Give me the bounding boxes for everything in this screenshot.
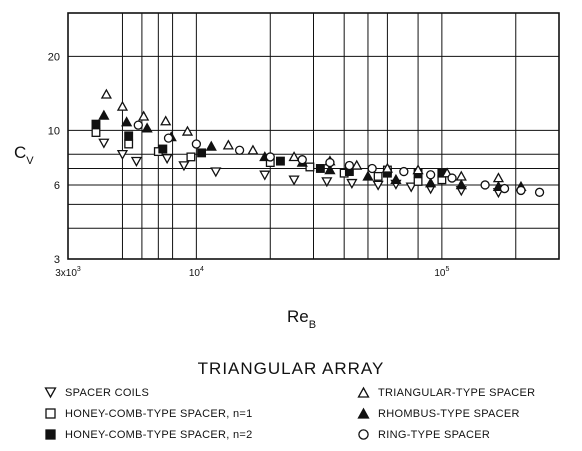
x-axis-label-main: Re xyxy=(287,307,309,326)
data-point-triangle-down-open xyxy=(260,171,269,179)
x-tick-label: 3x103 xyxy=(55,266,81,279)
legend-label: RING-TYPE SPACER xyxy=(378,429,490,441)
data-point-triangle-down-open xyxy=(99,139,108,147)
data-point-square-filled xyxy=(277,157,285,165)
data-point-triangle-up-filled xyxy=(99,111,108,119)
data-point-circle-open xyxy=(298,156,306,164)
y-axis-label-main: C xyxy=(14,143,26,162)
legend-item-honeycomb-n2: HONEY-COMB-TYPE SPACER, n=2 xyxy=(44,428,253,441)
data-point-triangle-up-filled xyxy=(426,179,435,187)
data-point-triangle-up-open xyxy=(457,172,466,180)
triangle-up-open-icon xyxy=(357,386,370,399)
data-point-circle-open xyxy=(236,146,244,154)
y-tick-label: 3 xyxy=(54,254,60,266)
data-point-square-filled xyxy=(92,120,100,128)
data-point-triangle-up-open xyxy=(248,146,257,154)
data-point-circle-open xyxy=(192,140,200,148)
square-filled-icon xyxy=(44,428,57,441)
data-point-triangle-down-open xyxy=(290,176,299,184)
legend-label: RHOMBUS-TYPE SPACER xyxy=(378,408,520,420)
triangle-down-open-icon xyxy=(44,386,57,399)
data-point-triangle-down-open xyxy=(163,155,172,163)
data-point-triangle-up-filled xyxy=(363,172,372,180)
data-points xyxy=(92,90,543,197)
data-point-circle-open xyxy=(266,153,274,161)
x-axis-label: ReB xyxy=(287,307,316,331)
data-point-triangle-down-open xyxy=(211,168,220,176)
legend-label: HONEY-COMB-TYPE SPACER, n=1 xyxy=(65,408,253,420)
data-point-triangle-up-open xyxy=(102,90,111,98)
data-point-triangle-up-filled xyxy=(391,175,400,183)
legend-label: SPACER COILS xyxy=(65,387,149,399)
data-point-triangle-up-open xyxy=(161,117,170,125)
data-point-circle-open xyxy=(517,186,525,194)
data-point-circle-open xyxy=(326,159,334,167)
data-point-circle-open xyxy=(481,181,489,189)
data-point-square-open xyxy=(374,173,382,181)
y-tick-label: 20 xyxy=(48,51,60,63)
data-point-square-filled xyxy=(317,165,325,173)
data-point-circle-open xyxy=(400,168,408,176)
legend-item-rhombus-type: RHOMBUS-TYPE SPACER xyxy=(357,407,520,420)
data-point-triangle-up-open xyxy=(224,141,233,149)
data-point-square-open xyxy=(414,178,422,186)
y-tick-label: 10 xyxy=(48,125,60,137)
data-point-triangle-up-filled xyxy=(143,124,152,132)
data-point-circle-open xyxy=(345,161,353,169)
x-tick-label: 104 xyxy=(189,266,204,279)
data-point-square-open xyxy=(125,140,133,148)
data-point-circle-open xyxy=(134,121,142,129)
legend-label: TRIANGULAR-TYPE SPACER xyxy=(378,387,535,399)
data-point-circle-open xyxy=(427,171,435,179)
data-point-triangle-down-open xyxy=(347,180,356,188)
plot-grid xyxy=(68,13,559,259)
legend-item-honeycomb-n1: HONEY-COMB-TYPE SPACER, n=1 xyxy=(44,407,253,420)
legend-item-ring-type: RING-TYPE SPACER xyxy=(357,428,490,441)
legend-label: HONEY-COMB-TYPE SPACER, n=2 xyxy=(65,429,253,441)
square-open-icon xyxy=(44,407,57,420)
y-axis-label: CV xyxy=(14,143,34,167)
data-point-circle-open xyxy=(536,188,544,196)
circle-open-icon xyxy=(357,428,370,441)
data-point-triangle-up-open xyxy=(118,102,127,110)
legend-item-spacer-coils: SPACER COILS xyxy=(44,386,149,399)
data-point-triangle-up-open xyxy=(139,112,148,120)
triangle-up-filled-icon xyxy=(357,407,370,420)
data-point-triangle-up-open xyxy=(494,174,503,182)
data-point-square-open xyxy=(306,163,314,171)
data-point-triangle-up-open xyxy=(290,152,299,160)
data-point-square-open xyxy=(92,129,100,137)
data-point-square-filled xyxy=(125,132,133,140)
chart-title: TRIANGULAR ARRAY xyxy=(0,359,582,379)
data-point-circle-open xyxy=(165,134,173,142)
data-point-square-open xyxy=(187,153,195,161)
data-point-circle-open xyxy=(501,185,509,193)
data-point-triangle-down-open xyxy=(132,158,141,166)
x-axis-label-sub: B xyxy=(309,319,316,331)
y-axis-label-sub: V xyxy=(26,155,34,167)
data-point-square-filled xyxy=(198,149,206,157)
data-point-triangle-up-filled xyxy=(207,142,216,150)
x-tick-label: 105 xyxy=(434,266,449,279)
data-point-triangle-up-open xyxy=(183,127,192,135)
data-point-square-filled xyxy=(159,145,167,153)
axis-tick-labels: 3 6 10 20 3x103 104 105 xyxy=(48,51,450,279)
data-point-circle-open xyxy=(368,164,376,172)
y-tick-label: 6 xyxy=(54,180,60,192)
data-point-circle-open xyxy=(448,174,456,182)
legend-item-triangular-type: TRIANGULAR-TYPE SPACER xyxy=(357,386,535,399)
data-point-triangle-up-filled xyxy=(122,118,131,126)
